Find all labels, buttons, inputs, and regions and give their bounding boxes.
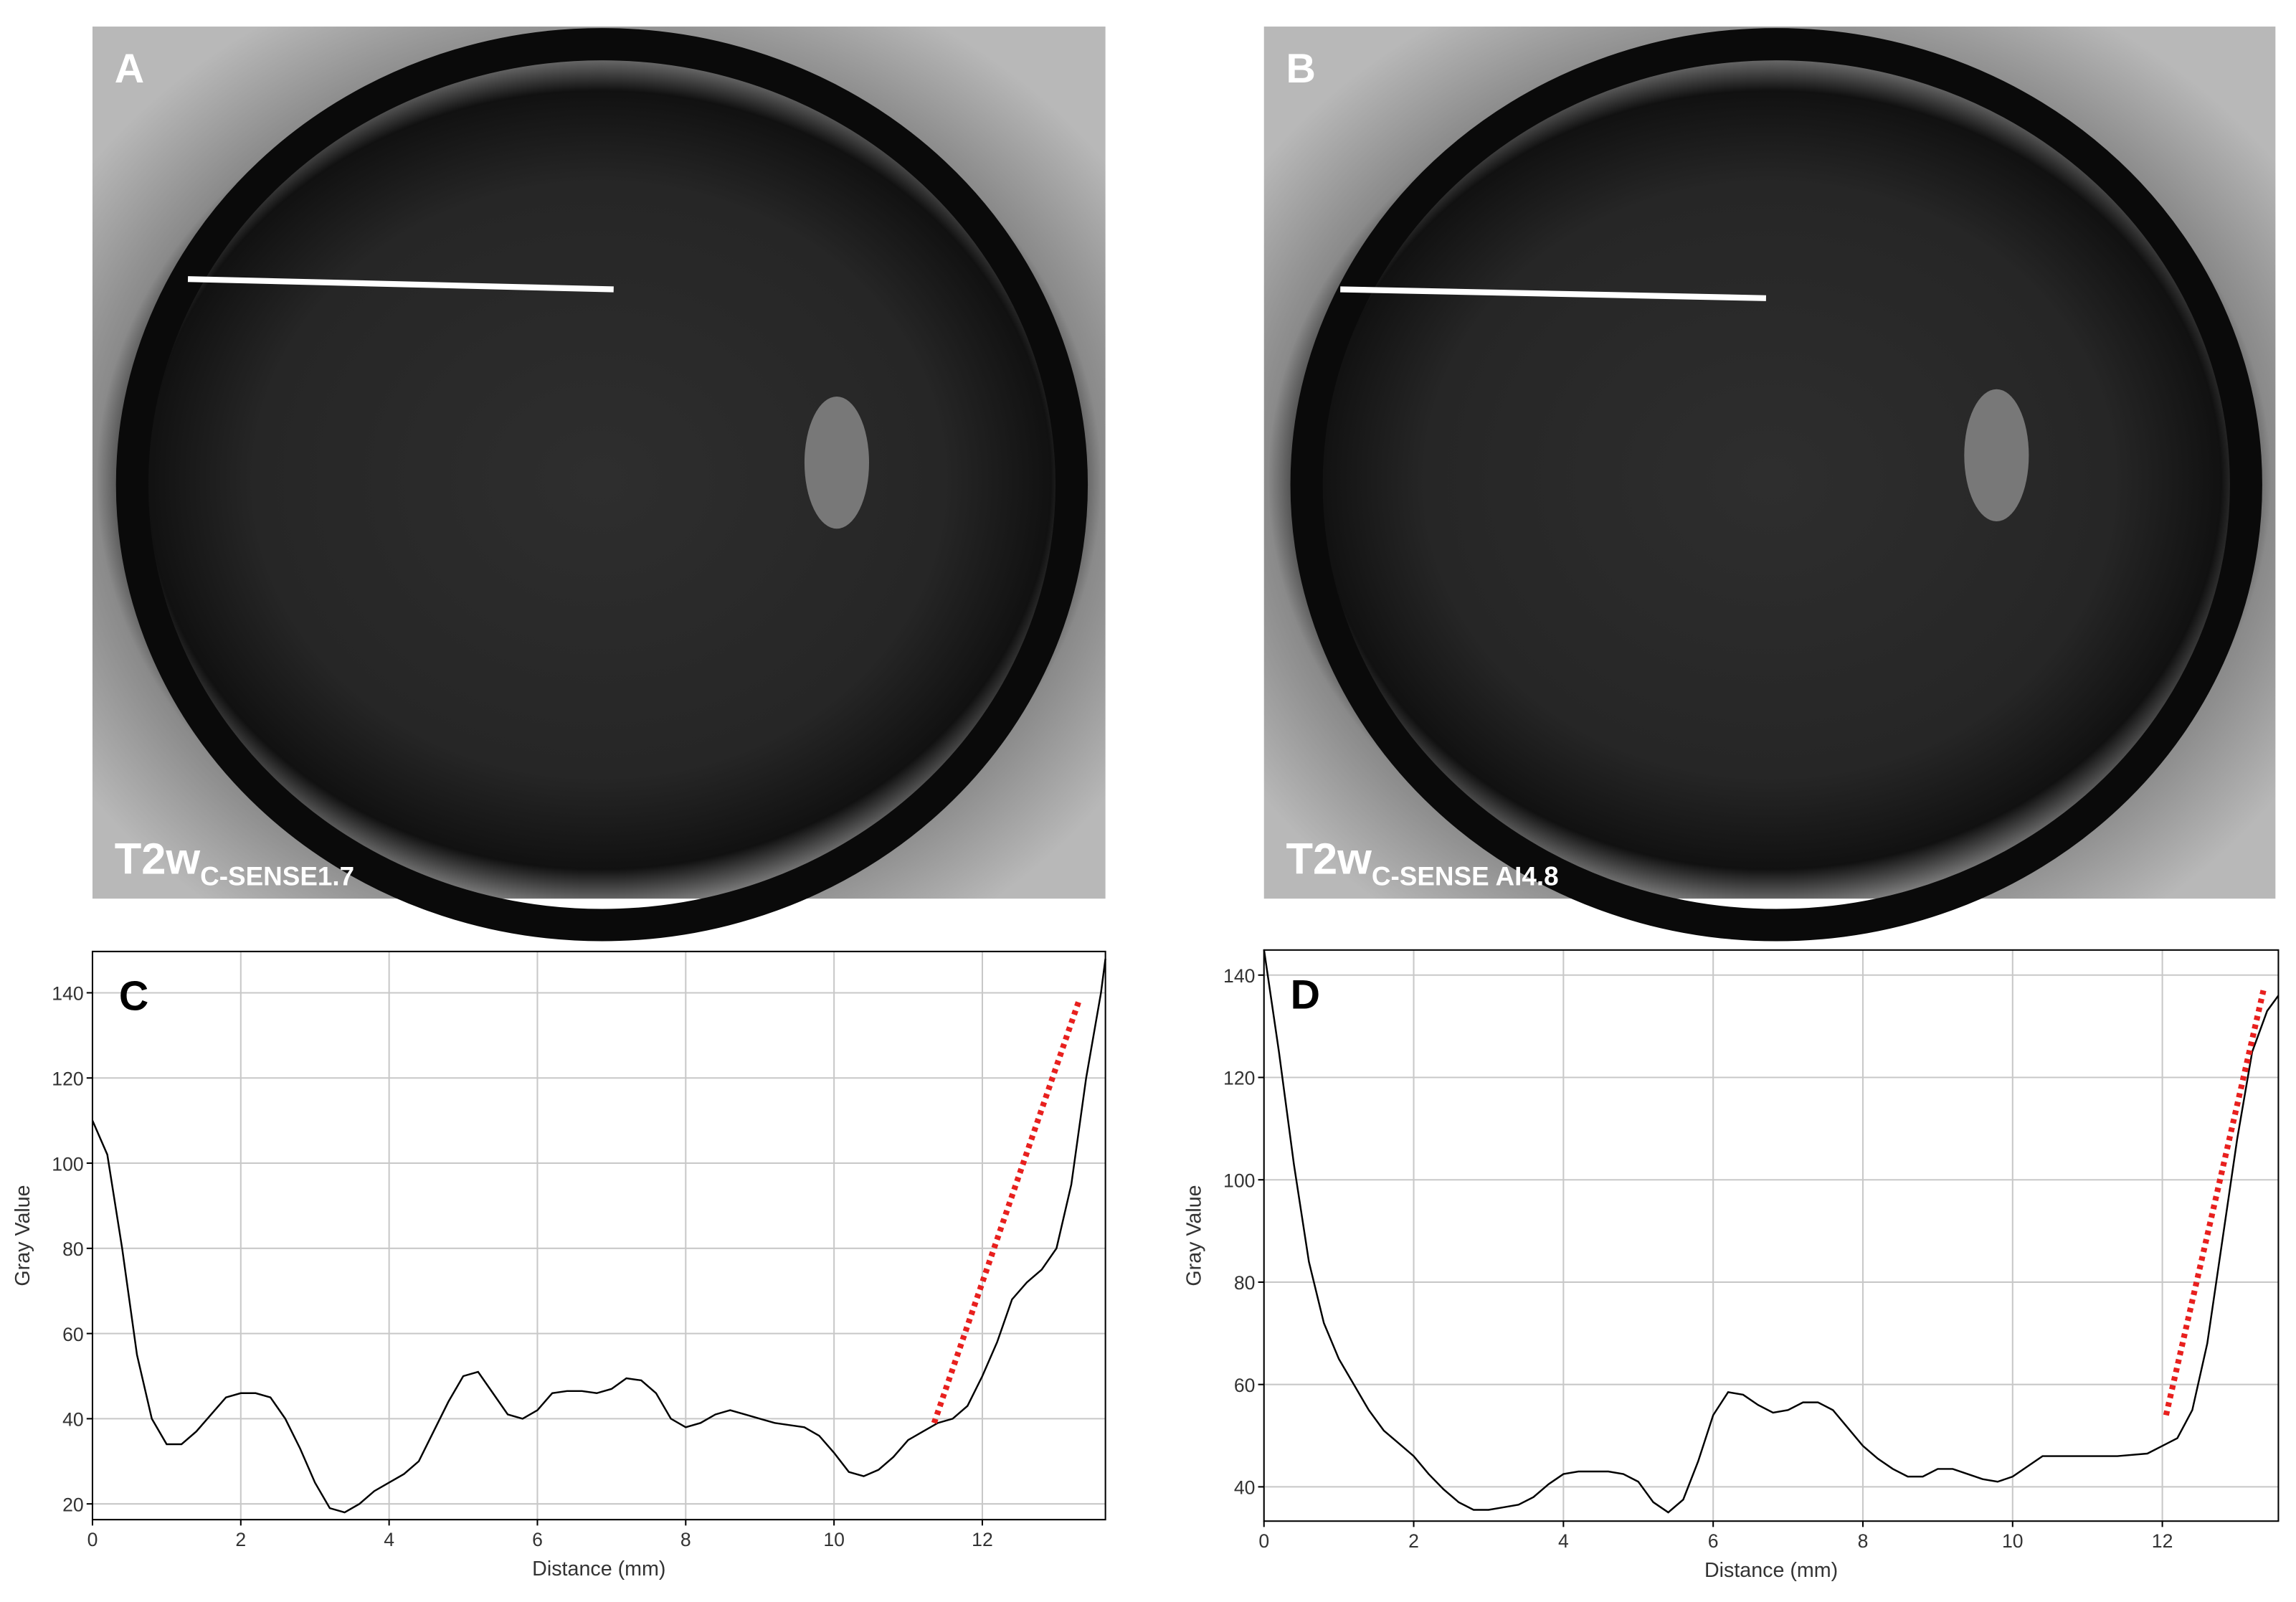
- caption-main: T2w: [1286, 834, 1372, 883]
- x-tick-label: 10: [2002, 1530, 2024, 1552]
- y-tick-label: 80: [1234, 1272, 1256, 1294]
- y-tick-label: 40: [1234, 1477, 1256, 1499]
- x-tick-label: 12: [972, 1529, 993, 1550]
- x-axis-label: Distance (mm): [1704, 1559, 1838, 1582]
- y-tick-label: 100: [52, 1153, 83, 1175]
- panel-label: A: [115, 46, 144, 92]
- caption-sub: C-SENSE1.7: [200, 862, 354, 891]
- y-tick-label: 100: [1223, 1170, 1255, 1191]
- y-tick-label: 120: [1223, 1068, 1255, 1089]
- trend-line: [2163, 990, 2267, 1416]
- highlight: [804, 396, 870, 529]
- x-tick-label: 4: [384, 1529, 394, 1550]
- x-tick-label: 0: [1258, 1530, 1269, 1552]
- caption-sub: C-SENSE AI4.8: [1372, 862, 1559, 891]
- highlight: [1964, 389, 2029, 521]
- caption-main: T2w: [115, 834, 201, 883]
- chart: 0 2 4 6 8 10 12 20 40 60 80 100 120 140 C Distance (mm)…: [11, 950, 1106, 1580]
- y-tick-label: 60: [62, 1324, 84, 1345]
- outline: [115, 28, 1088, 942]
- data-line: [1263, 949, 2280, 1514]
- trend-line: [931, 1000, 1082, 1424]
- profile-line: [187, 276, 614, 293]
- x-tick-label: 8: [680, 1529, 691, 1550]
- x-tick-label: 6: [1708, 1530, 1719, 1552]
- plot-area: [1263, 949, 2279, 1522]
- caption: T2wC-SENSE AI4.8: [1286, 834, 1558, 891]
- y-tick-label: 140: [1223, 965, 1255, 987]
- panel-label: D: [1291, 972, 1320, 1018]
- x-tick-label: 6: [532, 1529, 543, 1550]
- image-panel: B T2wC-SENSE AI4.8: [1263, 27, 2276, 942]
- x-tick-label: 8: [1858, 1530, 1869, 1552]
- plot-area: [92, 951, 1106, 1520]
- x-tick-label: 12: [2152, 1530, 2173, 1552]
- image-panel: A T2wC-SENSE1.7: [92, 27, 1106, 942]
- y-axis-label: Gray Value: [11, 1185, 34, 1286]
- data-line: [91, 958, 1106, 1514]
- y-tick-label: 20: [62, 1494, 84, 1515]
- profile-line: [1340, 286, 1767, 301]
- y-tick-label: 60: [1234, 1375, 1256, 1396]
- y-tick-label: 80: [62, 1238, 84, 1260]
- y-axis-label: Gray Value: [1183, 1185, 1206, 1286]
- plot-frame: [1263, 949, 2280, 1522]
- y-tick-label: 120: [52, 1068, 83, 1089]
- x-tick-label: 4: [1558, 1530, 1569, 1552]
- caption: T2wC-SENSE1.7: [115, 834, 354, 891]
- panel-label: B: [1286, 46, 1315, 92]
- x-tick-label: 10: [823, 1529, 845, 1550]
- x-tick-label: 0: [87, 1529, 98, 1550]
- chart: 0 2 4 6 8 10 12 40 60 80 100 120 140 D Distance (mm) Gr…: [1183, 949, 2280, 1582]
- x-tick-label: 2: [235, 1529, 246, 1550]
- y-tick-label: 140: [52, 983, 83, 1005]
- y-tick-label: 40: [62, 1409, 84, 1431]
- outline: [1290, 28, 2262, 942]
- plot-frame: [91, 950, 1106, 1521]
- panel-label: C: [119, 974, 148, 1020]
- x-tick-label: 2: [1408, 1530, 1419, 1552]
- x-axis-label: Distance (mm): [532, 1558, 665, 1580]
